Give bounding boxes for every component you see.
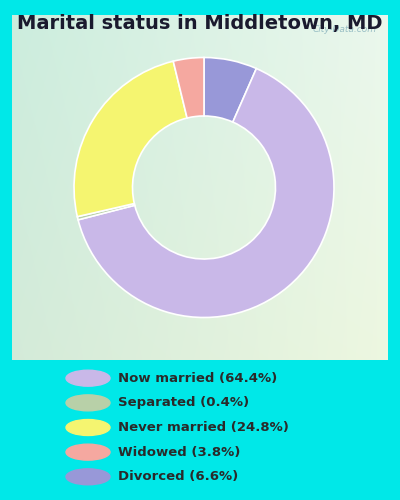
Text: Divorced (6.6%): Divorced (6.6%) xyxy=(118,470,238,484)
Circle shape xyxy=(66,370,110,386)
Text: Separated (0.4%): Separated (0.4%) xyxy=(118,396,249,409)
Wedge shape xyxy=(204,58,256,122)
Text: Never married (24.8%): Never married (24.8%) xyxy=(118,421,289,434)
Text: Widowed (3.8%): Widowed (3.8%) xyxy=(118,446,240,458)
Text: City-Data.com: City-Data.com xyxy=(313,26,377,35)
Circle shape xyxy=(66,395,110,411)
Wedge shape xyxy=(74,61,187,216)
Text: Now married (64.4%): Now married (64.4%) xyxy=(118,372,277,384)
Circle shape xyxy=(66,469,110,485)
Wedge shape xyxy=(173,58,204,118)
Text: Marital status in Middletown, MD: Marital status in Middletown, MD xyxy=(17,14,383,33)
Circle shape xyxy=(66,420,110,436)
Circle shape xyxy=(66,444,110,460)
Wedge shape xyxy=(78,68,334,318)
Wedge shape xyxy=(77,204,135,220)
